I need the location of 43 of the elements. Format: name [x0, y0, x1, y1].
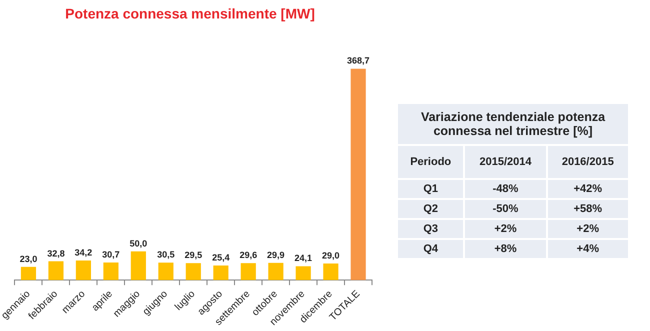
bar — [240, 263, 256, 280]
data-label: 29,9 — [267, 250, 285, 260]
bar — [323, 263, 338, 280]
data-label: 34,2 — [74, 247, 92, 258]
bar — [296, 266, 311, 280]
text: +42% — [574, 183, 602, 195]
bar — [20, 266, 36, 280]
data-label: 29,5 — [184, 250, 202, 260]
bar — [213, 266, 228, 280]
bar — [158, 262, 174, 280]
data-label: 24,1 — [294, 253, 312, 264]
category-label: Periodo — [398, 145, 464, 179]
category-label: Q1 — [423, 183, 438, 195]
text: -50% — [492, 203, 518, 215]
bar — [268, 262, 284, 280]
text: +2% — [494, 223, 517, 235]
category-label: Q2 — [423, 203, 438, 215]
category-label: Q4 — [423, 243, 438, 255]
data-label: 32,8 — [47, 248, 65, 258]
category-label: 2016/2015 — [546, 145, 629, 179]
text: -48% — [492, 183, 518, 195]
data-label: 30,7 — [102, 249, 120, 260]
bar — [130, 251, 146, 280]
category-label: Q3 — [423, 223, 438, 235]
bar — [103, 262, 118, 280]
bar — [350, 68, 366, 280]
text: Variazione tendenziale potenza connessa nel trimestre [%] — [398, 104, 629, 145]
text: +58% — [574, 203, 602, 215]
text: +4% — [576, 243, 599, 255]
data-label: 23,0 — [20, 254, 38, 264]
data-label: 29,6 — [240, 250, 258, 260]
data-label: 50,0 — [130, 238, 148, 248]
data-label: 30,5 — [157, 250, 175, 260]
data-label: 368,7 — [346, 56, 370, 66]
chart-title: Potenza connessa mensilmente [MW] — [65, 5, 315, 22]
category-label: 2015/2014 — [464, 145, 547, 179]
bar — [76, 260, 91, 280]
bar — [186, 263, 201, 280]
text: +2% — [576, 223, 599, 235]
data-label: 25,4 — [212, 252, 230, 262]
data-label: 29,0 — [322, 250, 340, 260]
text: +8% — [494, 243, 517, 255]
bar — [48, 261, 64, 280]
